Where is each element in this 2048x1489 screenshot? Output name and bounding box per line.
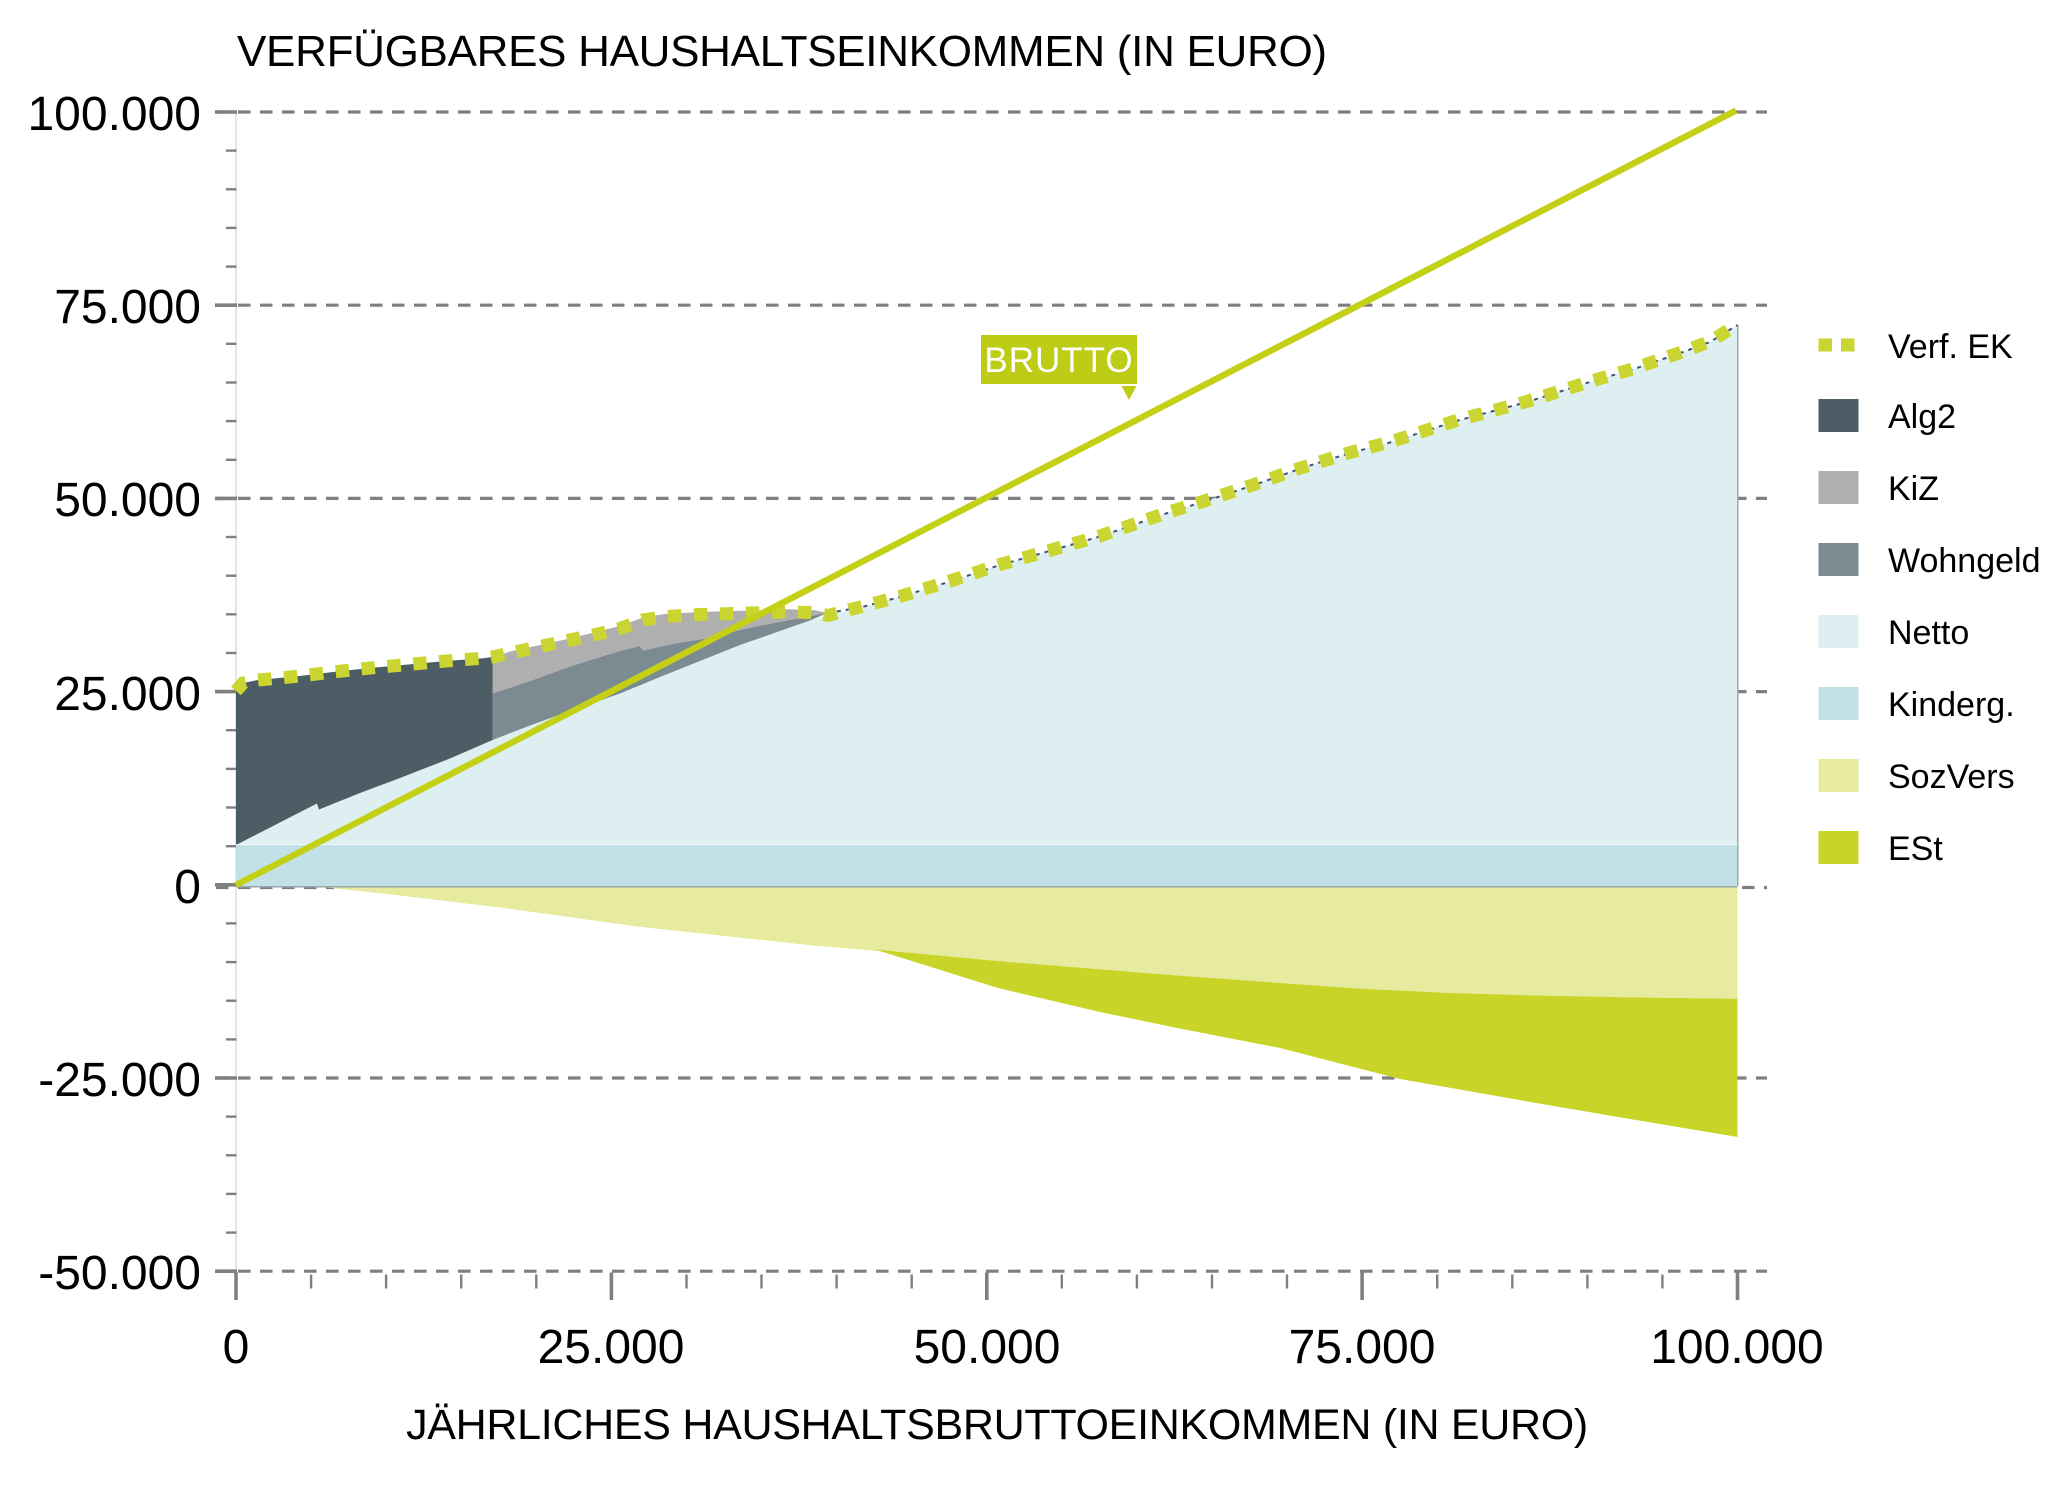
svg-text:25.000: 25.000 bbox=[538, 1321, 685, 1374]
svg-text:Alg2: Alg2 bbox=[1888, 398, 1956, 436]
svg-text:Kinderg.: Kinderg. bbox=[1888, 686, 2015, 724]
svg-text:SozVers: SozVers bbox=[1888, 758, 2015, 796]
svg-text:Wohngeld: Wohngeld bbox=[1888, 542, 2041, 580]
svg-text:-25.000: -25.000 bbox=[38, 1054, 201, 1107]
svg-text:Verf. EK: Verf. EK bbox=[1888, 328, 2013, 366]
svg-text:-50.000: -50.000 bbox=[38, 1247, 201, 1300]
svg-text:25.000: 25.000 bbox=[54, 668, 201, 721]
svg-text:ESt: ESt bbox=[1888, 830, 1943, 868]
svg-text:VERFÜGBARES HAUSHALTSEINKOMMEN: VERFÜGBARES HAUSHALTSEINKOMMEN (IN EURO) bbox=[237, 27, 1327, 76]
svg-text:0: 0 bbox=[174, 861, 201, 914]
svg-text:50.000: 50.000 bbox=[54, 474, 201, 527]
svg-text:0: 0 bbox=[223, 1321, 250, 1374]
svg-text:BRUTTO: BRUTTO bbox=[984, 341, 1133, 380]
svg-text:Netto: Netto bbox=[1888, 614, 1969, 652]
svg-text:100.000: 100.000 bbox=[1650, 1321, 1824, 1374]
svg-text:75.000: 75.000 bbox=[54, 281, 201, 334]
svg-text:50.000: 50.000 bbox=[914, 1321, 1061, 1374]
svg-text:100.000: 100.000 bbox=[27, 88, 201, 141]
svg-text:KiZ: KiZ bbox=[1888, 470, 1939, 508]
svg-text:JÄHRLICHES HAUSHALTSBRUTTOEINK: JÄHRLICHES HAUSHALTSBRUTTOEINKOMMEN (IN … bbox=[406, 1401, 1588, 1449]
svg-text:75.000: 75.000 bbox=[1289, 1321, 1436, 1374]
